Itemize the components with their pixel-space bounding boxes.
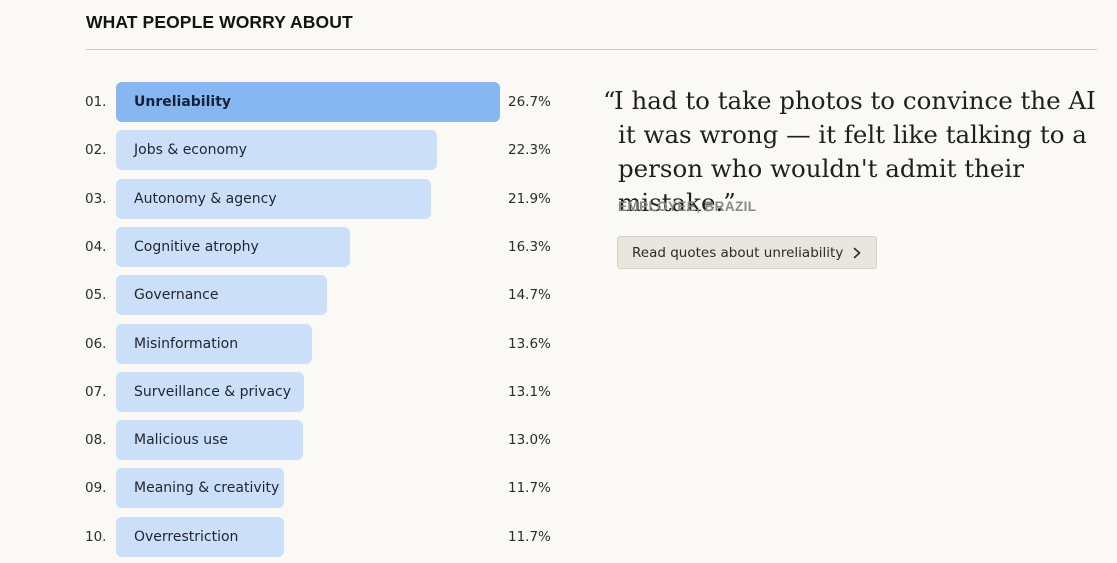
read-quotes-button-label: Read quotes about unreliability: [632, 244, 844, 261]
rank-label: 07.: [85, 383, 107, 400]
chart-row[interactable]: 04. Cognitive atrophy 16.3%: [0, 226, 580, 267]
value-label: 26.7%: [508, 94, 551, 110]
rank-label: 01.: [85, 94, 107, 110]
chart-row[interactable]: 06. Misinformation 13.6%: [0, 323, 580, 364]
value-label: 11.7%: [508, 480, 551, 497]
rank-label: 03.: [85, 190, 107, 207]
chart-row[interactable]: 09. Meaning & creativity 11.7%: [0, 468, 580, 509]
bar-autonomy-agency[interactable]: Autonomy & agency: [116, 178, 431, 219]
value-label: 21.9%: [508, 190, 551, 207]
bar-label: Jobs & economy: [134, 142, 247, 159]
bar-unreliability[interactable]: Unreliability: [116, 82, 500, 122]
featured-quote: “ I had to take photos to convince the A…: [603, 84, 1103, 220]
value-label: 14.7%: [508, 287, 551, 304]
rank-label: 06.: [85, 335, 107, 352]
bar-label: Overrestriction: [134, 528, 239, 545]
chart-row[interactable]: 01. Unreliability 26.7%: [0, 82, 580, 122]
chart-row[interactable]: 02. Jobs & economy 22.3%: [0, 130, 580, 171]
chevron-right-icon: [853, 247, 861, 259]
bar-meaning-creativity[interactable]: Meaning & creativity: [116, 468, 284, 509]
rank-label: 09.: [85, 480, 107, 497]
bar-jobs-economy[interactable]: Jobs & economy: [116, 130, 437, 171]
rank-label: 04.: [85, 238, 107, 255]
bar-label: Cognitive atrophy: [134, 238, 259, 255]
bar-malicious-use[interactable]: Malicious use: [116, 420, 303, 461]
quote-text: I had to take photos to convince the AI …: [614, 86, 1096, 217]
section-divider: [86, 49, 1097, 50]
rank-label: 05.: [85, 287, 107, 304]
chart-row[interactable]: 03. Autonomy & agency 21.9%: [0, 178, 580, 219]
value-label: 13.6%: [508, 335, 551, 352]
section-title: WHAT PEOPLE WORRY ABOUT: [86, 12, 353, 32]
chart-row[interactable]: 10. Overrestriction 11.7%: [0, 516, 580, 557]
quote-attribution: EMPLOYEE, BRAZIL: [618, 199, 757, 214]
value-label: 13.0%: [508, 432, 551, 449]
bar-governance[interactable]: Governance: [116, 275, 327, 316]
bar-label: Meaning & creativity: [134, 480, 280, 497]
bar-label: Unreliability: [134, 94, 232, 110]
bar-label: Autonomy & agency: [134, 190, 277, 207]
value-label: 16.3%: [508, 238, 551, 255]
bar-label: Governance: [134, 287, 219, 304]
bar-label: Malicious use: [134, 432, 228, 449]
value-label: 11.7%: [508, 528, 551, 545]
read-quotes-button[interactable]: Read quotes about unreliability: [617, 236, 877, 269]
rank-label: 08.: [85, 432, 107, 449]
quote-open-mark: “: [603, 86, 616, 115]
chart-row[interactable]: 05. Governance 14.7%: [0, 275, 580, 316]
bar-label: Surveillance & privacy: [134, 383, 292, 400]
bar-label: Misinformation: [134, 335, 239, 352]
bar-cognitive-atrophy[interactable]: Cognitive atrophy: [116, 226, 350, 267]
rank-label: 10.: [85, 528, 107, 545]
value-label: 22.3%: [508, 142, 551, 159]
chart-row[interactable]: 08. Malicious use 13.0%: [0, 420, 580, 461]
bar-misinformation[interactable]: Misinformation: [116, 323, 312, 364]
chart-row[interactable]: 07. Surveillance & privacy 13.1%: [0, 371, 580, 412]
bar-overrestriction[interactable]: Overrestriction: [116, 516, 284, 557]
value-label: 13.1%: [508, 383, 551, 400]
bar-surveillance-privacy[interactable]: Surveillance & privacy: [116, 371, 304, 412]
rank-label: 02.: [85, 142, 107, 159]
